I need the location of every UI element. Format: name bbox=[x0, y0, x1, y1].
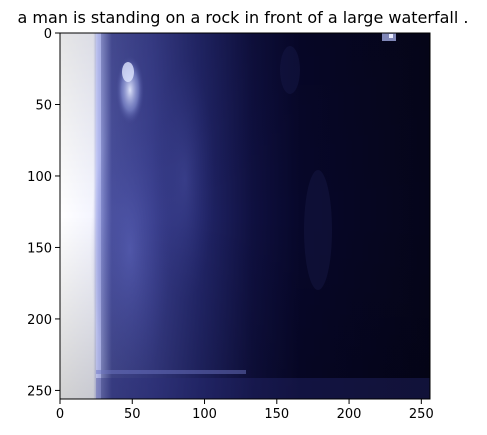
figure-title: a man is standing on a rock in front of … bbox=[18, 8, 469, 27]
x-tick-label: 200 bbox=[337, 407, 362, 422]
x-tick-label: 0 bbox=[56, 407, 64, 422]
y-tick-label: 250 bbox=[27, 384, 52, 399]
y-tick-label: 50 bbox=[35, 98, 52, 113]
x-tick-label: 50 bbox=[124, 407, 141, 422]
y-axis: 0 50 100 150 200 250 bbox=[27, 27, 60, 399]
y-tick-label: 100 bbox=[27, 170, 52, 185]
axes-frame bbox=[59, 32, 431, 400]
photo-image bbox=[60, 33, 430, 399]
y-tick-label: 200 bbox=[27, 313, 52, 328]
x-axis: 0 50 100 150 200 250 bbox=[56, 399, 434, 422]
x-tick-label: 150 bbox=[264, 407, 289, 422]
y-tick-label: 0 bbox=[44, 27, 52, 42]
x-tick-label: 100 bbox=[192, 407, 217, 422]
x-tick-label: 250 bbox=[409, 407, 434, 422]
y-tick-label: 150 bbox=[27, 241, 52, 256]
